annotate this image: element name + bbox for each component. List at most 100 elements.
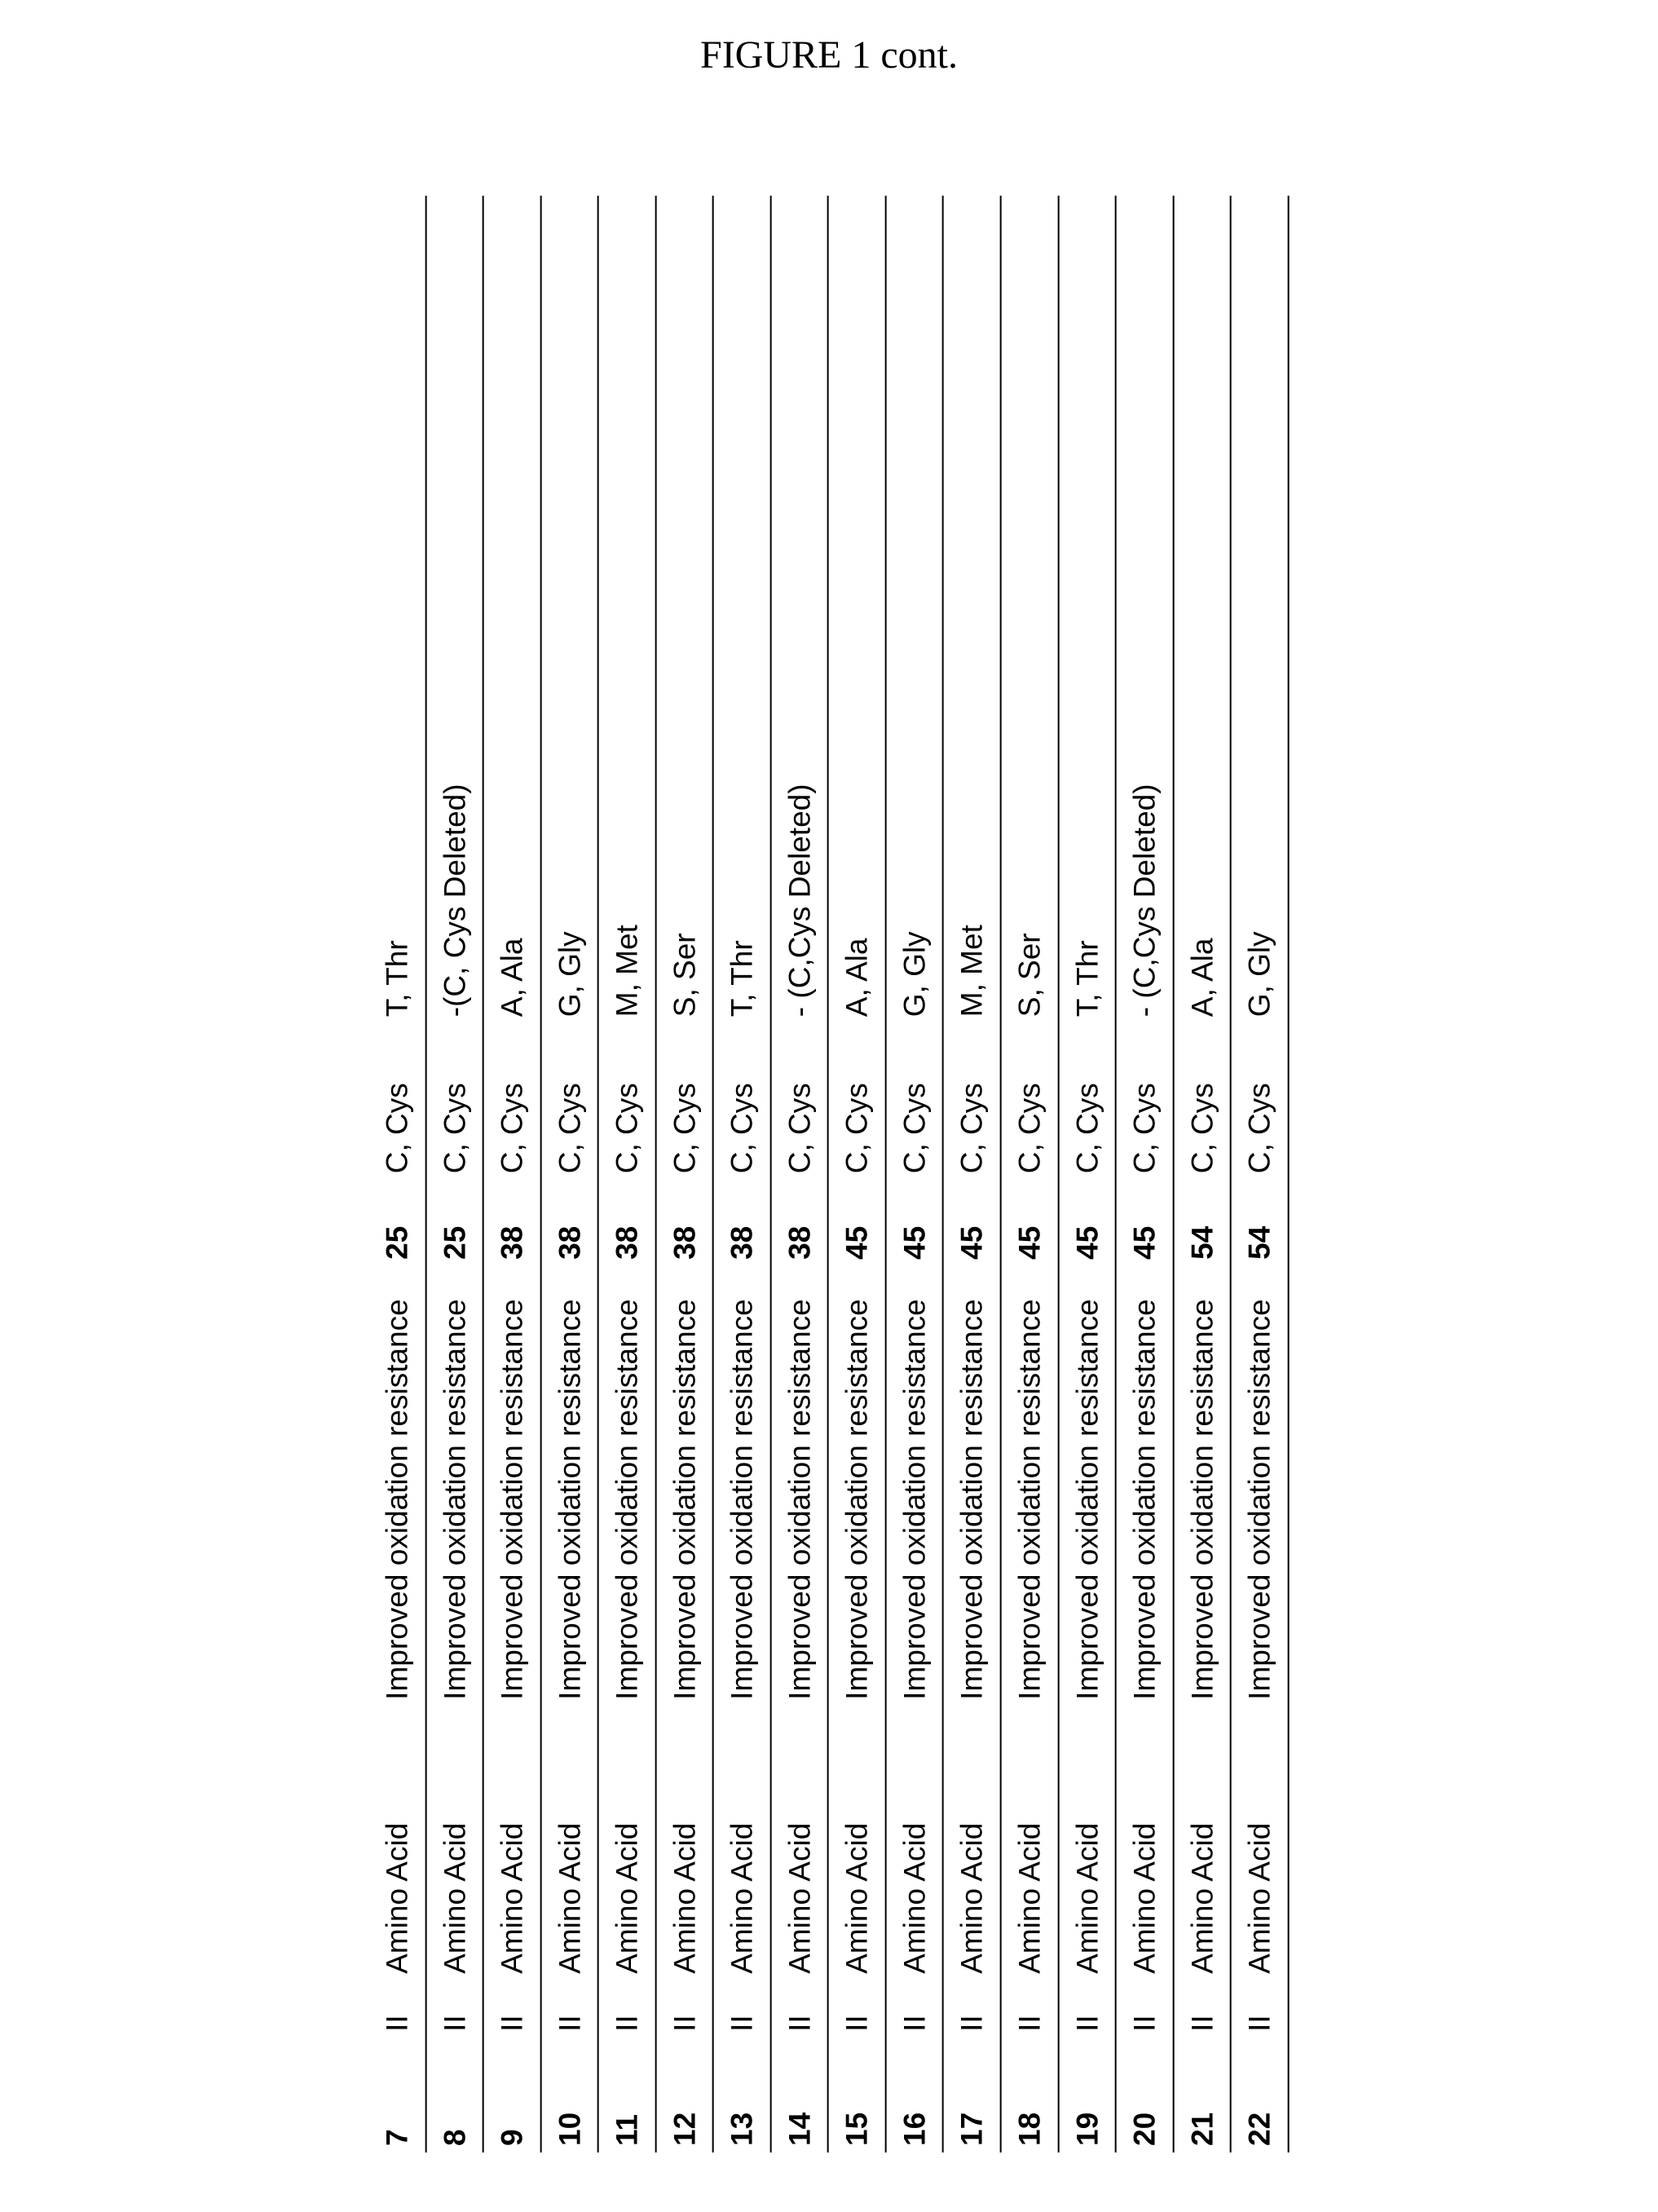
mutation-description: Improved oxidation resistance bbox=[770, 1266, 828, 1706]
row-number: 19 bbox=[1058, 2066, 1116, 2152]
position: 38 bbox=[655, 1180, 713, 1266]
table-row: 13IIAmino AcidImproved oxidation resista… bbox=[713, 196, 771, 2152]
row-number: 15 bbox=[828, 2066, 886, 2152]
group-roman: II bbox=[483, 1980, 541, 2067]
mutation-type: Amino Acid bbox=[828, 1706, 886, 1980]
substitute-residue: -(C, Cys Deleted) bbox=[426, 196, 483, 1023]
mutation-description: Improved oxidation resistance bbox=[1173, 1266, 1231, 1706]
substitute-residue: S, Ser bbox=[1001, 196, 1059, 1023]
original-residue: C, Cys bbox=[828, 1023, 886, 1180]
table-row: 15IIAmino AcidImproved oxidation resista… bbox=[828, 196, 886, 2152]
mutation-description: Improved oxidation resistance bbox=[828, 1266, 886, 1706]
original-residue: C, Cys bbox=[483, 1023, 541, 1180]
row-number: 16 bbox=[886, 2066, 944, 2152]
mutation-description: Improved oxidation resistance bbox=[886, 1266, 944, 1706]
substitute-residue: S, Ser bbox=[655, 196, 713, 1023]
substitute-residue: A, Ala bbox=[483, 196, 541, 1023]
position: 54 bbox=[1173, 1180, 1231, 1266]
group-roman: II bbox=[1001, 1980, 1059, 2067]
original-residue: C, Cys bbox=[655, 1023, 713, 1180]
group-roman: II bbox=[1173, 1980, 1231, 2067]
group-roman: II bbox=[1058, 1980, 1116, 2067]
page: FIGURE 1 cont. 7IIAmino AcidImproved oxi… bbox=[0, 0, 1658, 2212]
position: 45 bbox=[828, 1180, 886, 1266]
amino-acid-table: 7IIAmino AcidImproved oxidation resistan… bbox=[369, 196, 1290, 2152]
mutation-description: Improved oxidation resistance bbox=[655, 1266, 713, 1706]
original-residue: C, Cys bbox=[369, 1023, 426, 1180]
original-residue: C, Cys bbox=[598, 1023, 656, 1180]
position: 45 bbox=[1001, 1180, 1059, 1266]
position: 38 bbox=[540, 1180, 598, 1266]
substitute-residue: A, Ala bbox=[828, 196, 886, 1023]
substitute-residue: G, Gly bbox=[540, 196, 598, 1023]
mutation-description: Improved oxidation resistance bbox=[1058, 1266, 1116, 1706]
table-row: 11IIAmino AcidImproved oxidation resista… bbox=[598, 196, 656, 2152]
position: 38 bbox=[770, 1180, 828, 1266]
table-row: 12IIAmino AcidImproved oxidation resista… bbox=[655, 196, 713, 2152]
row-number: 8 bbox=[426, 2066, 483, 2152]
table-row: 22IIAmino AcidImproved oxidation resista… bbox=[1231, 196, 1289, 2152]
original-residue: C, Cys bbox=[770, 1023, 828, 1180]
original-residue: C, Cys bbox=[540, 1023, 598, 1180]
table-row: 8IIAmino AcidImproved oxidation resistan… bbox=[426, 196, 483, 2152]
row-number: 14 bbox=[770, 2066, 828, 2152]
mutation-type: Amino Acid bbox=[1173, 1706, 1231, 1980]
table-row: 7IIAmino AcidImproved oxidation resistan… bbox=[369, 196, 426, 2152]
group-roman: II bbox=[943, 1980, 1001, 2067]
mutation-type: Amino Acid bbox=[369, 1706, 426, 1980]
mutation-description: Improved oxidation resistance bbox=[713, 1266, 771, 1706]
table-row: 10IIAmino AcidImproved oxidation resista… bbox=[540, 196, 598, 2152]
substitute-residue: T, Thr bbox=[369, 196, 426, 1023]
row-number: 17 bbox=[943, 2066, 1001, 2152]
table-row: 21IIAmino AcidImproved oxidation resista… bbox=[1173, 196, 1231, 2152]
position: 45 bbox=[943, 1180, 1001, 1266]
mutation-description: Improved oxidation resistance bbox=[540, 1266, 598, 1706]
table-row: 14IIAmino AcidImproved oxidation resista… bbox=[770, 196, 828, 2152]
group-roman: II bbox=[426, 1980, 483, 2067]
group-roman: II bbox=[713, 1980, 771, 2067]
mutation-type: Amino Acid bbox=[426, 1706, 483, 1980]
original-residue: C, Cys bbox=[1058, 1023, 1116, 1180]
row-number: 22 bbox=[1231, 2066, 1289, 2152]
rotated-table-container: 7IIAmino AcidImproved oxidation resistan… bbox=[369, 196, 1290, 2152]
original-residue: C, Cys bbox=[1001, 1023, 1059, 1180]
substitute-residue: T, Thr bbox=[713, 196, 771, 1023]
mutation-type: Amino Acid bbox=[770, 1706, 828, 1980]
original-residue: C, Cys bbox=[943, 1023, 1001, 1180]
mutation-type: Amino Acid bbox=[1116, 1706, 1174, 1980]
group-roman: II bbox=[655, 1980, 713, 2067]
mutation-description: Improved oxidation resistance bbox=[369, 1266, 426, 1706]
position: 38 bbox=[598, 1180, 656, 1266]
group-roman: II bbox=[598, 1980, 656, 2067]
mutation-description: Improved oxidation resistance bbox=[1231, 1266, 1289, 1706]
mutation-type: Amino Acid bbox=[540, 1706, 598, 1980]
substitute-residue: M, Met bbox=[943, 196, 1001, 1023]
original-residue: C, Cys bbox=[1173, 1023, 1231, 1180]
table-row: 20IIAmino AcidImproved oxidation resista… bbox=[1116, 196, 1174, 2152]
mutation-description: Improved oxidation resistance bbox=[1116, 1266, 1174, 1706]
mutation-description: Improved oxidation resistance bbox=[1001, 1266, 1059, 1706]
position: 54 bbox=[1231, 1180, 1289, 1266]
original-residue: C, Cys bbox=[713, 1023, 771, 1180]
original-residue: C, Cys bbox=[1231, 1023, 1289, 1180]
mutation-type: Amino Acid bbox=[943, 1706, 1001, 1980]
mutation-description: Improved oxidation resistance bbox=[483, 1266, 541, 1706]
row-number: 7 bbox=[369, 2066, 426, 2152]
position: 25 bbox=[369, 1180, 426, 1266]
group-roman: II bbox=[540, 1980, 598, 2067]
mutation-type: Amino Acid bbox=[886, 1706, 944, 1980]
figure-caption: FIGURE 1 cont. bbox=[0, 33, 1658, 77]
row-number: 9 bbox=[483, 2066, 541, 2152]
substitute-residue: G, Gly bbox=[1231, 196, 1289, 1023]
mutation-type: Amino Acid bbox=[1058, 1706, 1116, 1980]
row-number: 10 bbox=[540, 2066, 598, 2152]
substitute-residue: G, Gly bbox=[886, 196, 944, 1023]
row-number: 18 bbox=[1001, 2066, 1059, 2152]
mutation-type: Amino Acid bbox=[655, 1706, 713, 1980]
original-residue: C, Cys bbox=[1116, 1023, 1174, 1180]
mutation-type: Amino Acid bbox=[483, 1706, 541, 1980]
row-number: 13 bbox=[713, 2066, 771, 2152]
table-row: 17IIAmino AcidImproved oxidation resista… bbox=[943, 196, 1001, 2152]
mutation-type: Amino Acid bbox=[713, 1706, 771, 1980]
substitute-residue: A, Ala bbox=[1173, 196, 1231, 1023]
